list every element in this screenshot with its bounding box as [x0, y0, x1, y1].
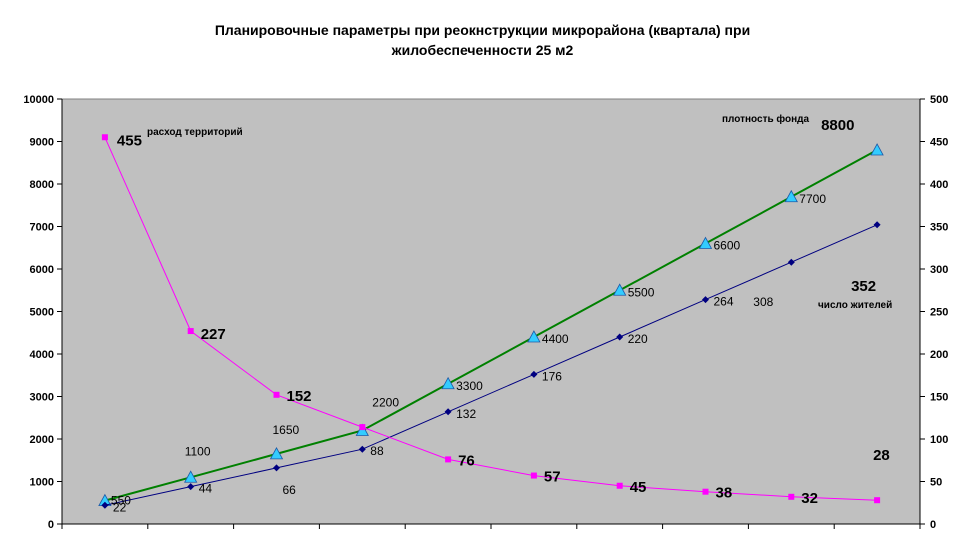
left-tick-label: 0: [48, 519, 54, 531]
series-note-residents: число жителей: [818, 300, 892, 311]
point-fund: [698, 236, 713, 249]
data-label-residents: 88: [370, 444, 384, 458]
data-label-residents: 308: [753, 295, 773, 309]
left-tick-label: 8000: [30, 179, 54, 191]
right-tick-label: 150: [930, 392, 948, 404]
left-tick-label: 9000: [30, 137, 54, 149]
left-tick-label: 5000: [30, 307, 54, 319]
point-fund: [269, 447, 284, 460]
point-residents: [702, 296, 709, 304]
data-label-fund: 1100: [185, 444, 211, 458]
right-tick-label: 250: [930, 307, 948, 319]
point-fund: [184, 470, 198, 483]
left-tick-label: 4000: [30, 349, 54, 361]
chart-title: Планировочные параметры при реокнструкци…: [150, 20, 815, 60]
data-label-fund: 2200: [372, 396, 399, 410]
data-label-fund: 7700: [799, 192, 826, 206]
data-label-fund: 4400: [542, 332, 569, 346]
point-residents: [616, 333, 624, 341]
point-fund: [441, 376, 455, 390]
data-label-territory: 455: [117, 132, 142, 149]
series-line-fund: [104, 149, 878, 502]
point-territory: [445, 456, 452, 463]
series-note-territory: расход территорий: [147, 127, 243, 138]
data-labels: 550 1100 1650 2200 3300 4400 5500 6600 7700 8800 2…: [111, 113, 892, 514]
right-tick-label: 0: [930, 519, 936, 531]
point-residents: [444, 408, 452, 416]
left-tick-label: 1000: [30, 477, 54, 489]
point-territory: [187, 328, 194, 335]
data-label-fund: 550: [111, 494, 131, 508]
point-fund: [527, 330, 541, 343]
series-line-territory: [104, 137, 878, 501]
point-residents: [273, 464, 280, 472]
point-fund: [613, 283, 627, 296]
data-label-territory: 28: [873, 447, 890, 464]
point-territory: [273, 391, 280, 398]
data-label-residents: 132: [456, 407, 476, 421]
chart-title-line1: Планировочные параметры при реокнструкци…: [214, 22, 751, 38]
data-label-fund: 5500: [628, 285, 655, 299]
chart-title-line2: жилобеспеченности 25 м2: [391, 42, 574, 58]
point-territory: [359, 424, 366, 431]
point-territory: [874, 497, 881, 504]
point-territory: [101, 134, 108, 141]
point-residents: [787, 258, 795, 266]
data-label-territory: 227: [201, 326, 226, 343]
left-tick-label: 3000: [30, 392, 54, 404]
left-tick-label: 2000: [30, 434, 54, 446]
point-territory: [702, 488, 709, 495]
series-layer: [98, 134, 884, 509]
right-tick-label: 200: [930, 349, 948, 361]
data-label-territory: 32: [801, 490, 818, 507]
point-fund: [870, 143, 884, 156]
plot-area: [61, 98, 921, 525]
point-residents: [187, 483, 195, 491]
point-residents: [530, 370, 538, 378]
data-label-fund: 8800: [821, 117, 854, 134]
data-label-territory: 38: [716, 485, 733, 502]
right-tick-label: 300: [930, 264, 948, 276]
data-label-territory: 152: [287, 388, 312, 405]
axes: 0100020003000400050006000700080009000100…: [23, 94, 948, 531]
point-residents: [873, 221, 881, 229]
left-tick-label: 10000: [23, 94, 54, 106]
left-tick-label: 6000: [30, 264, 54, 276]
data-label-residents: 220: [628, 332, 648, 346]
point-territory: [530, 472, 537, 479]
data-label-residents: 176: [542, 369, 562, 383]
data-label-residents: 352: [851, 278, 876, 295]
right-tick-label: 500: [930, 94, 948, 106]
point-territory: [616, 482, 623, 489]
series-line-residents: [104, 224, 878, 506]
data-label-fund: 3300: [456, 379, 483, 393]
data-label-territory: 57: [544, 469, 561, 486]
point-residents: [101, 501, 109, 509]
point-fund: [784, 189, 798, 203]
data-label-territory: 76: [458, 452, 475, 469]
data-label-residents: 264: [714, 295, 734, 309]
right-tick-label: 350: [930, 222, 948, 234]
data-label-fund: 1650: [273, 423, 300, 437]
right-tick-label: 450: [930, 137, 948, 149]
series-note-fund: плотность фонда: [722, 113, 810, 125]
point-residents: [358, 445, 366, 453]
point-territory: [788, 493, 795, 500]
data-label-territory: 45: [630, 479, 647, 496]
data-label-fund: 6600: [714, 239, 741, 253]
data-label-residents: 22: [113, 500, 127, 514]
data-label-residents: 44: [199, 482, 213, 496]
data-label-residents: 66: [283, 483, 297, 497]
right-tick-label: 400: [930, 179, 948, 191]
right-tick-label: 100: [930, 434, 948, 446]
left-tick-label: 7000: [30, 222, 54, 234]
right-tick-label: 50: [930, 477, 942, 489]
